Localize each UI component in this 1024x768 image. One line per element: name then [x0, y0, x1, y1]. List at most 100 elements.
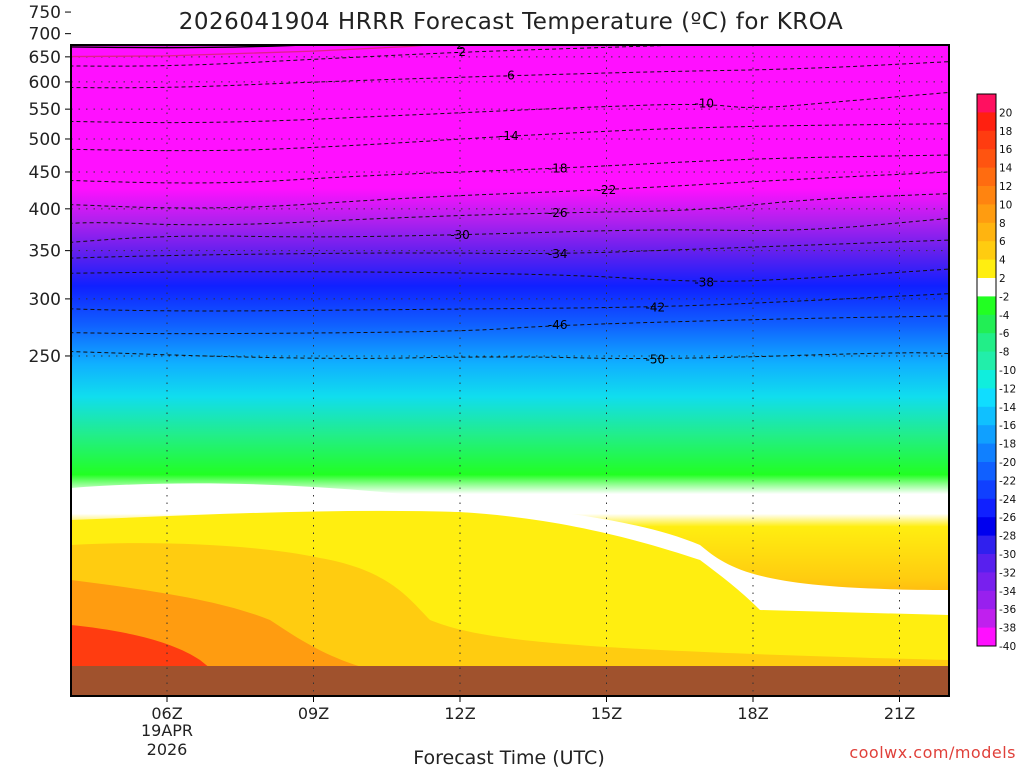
isotherm-line — [71, 239, 949, 259]
colorbar-label: 14 — [999, 163, 1013, 175]
colorbar-label: 6 — [999, 236, 1006, 248]
isotherm-label: -34 — [548, 247, 568, 261]
isotherm-line — [71, 154, 949, 184]
colorbar-label: -16 — [999, 420, 1016, 432]
isotherm-label: -2 — [454, 45, 466, 59]
colorbar-label: 10 — [999, 199, 1012, 211]
y-tick-label: 250 — [29, 347, 61, 367]
colorbar-label: -22 — [999, 475, 1016, 487]
x-axis-date-month: 19APR — [141, 721, 193, 740]
x-tick-label: 21Z — [884, 704, 915, 723]
colorbar-label: -36 — [999, 604, 1016, 616]
colorbar-swatch — [977, 351, 996, 371]
colorbar-label: -38 — [999, 623, 1016, 635]
colorbar-swatch — [977, 222, 996, 242]
y-tick-label: 700 — [29, 25, 61, 45]
chart-title: 2026041904 HRRR Forecast Temperature (ºC… — [179, 9, 843, 35]
isotherm-line — [71, 92, 949, 124]
colorbar-label: 8 — [999, 218, 1006, 230]
isotherm-label: -6 — [503, 69, 515, 83]
colorbar-swatch — [977, 572, 996, 592]
isotherm-line — [71, 45, 464, 49]
colorbar-label: -24 — [999, 494, 1016, 506]
colorbar-swatch — [977, 333, 996, 352]
white-layer — [71, 483, 949, 615]
colorbar-label: -30 — [999, 549, 1016, 561]
colorbar-label: -32 — [999, 567, 1016, 579]
colorbar-label: -18 — [999, 439, 1016, 451]
x-tick-label: 18Z — [737, 704, 768, 723]
colorbar-label: -12 — [999, 383, 1016, 395]
isotherm-line — [71, 351, 949, 359]
colorbar-swatch — [977, 259, 996, 279]
colorbar-swatch — [977, 370, 996, 389]
colorbar-swatch — [977, 388, 996, 408]
isotherm-label: -38 — [694, 276, 714, 290]
colorbar-swatch — [977, 314, 996, 334]
isotherm-line — [21, 0, 949, 2]
colorbar-swatch — [977, 425, 996, 444]
colorbar-label: 4 — [999, 255, 1006, 267]
colorbar-swatch — [977, 94, 996, 113]
colorbar-label: 16 — [999, 144, 1013, 156]
colorbar-label: -14 — [999, 402, 1016, 414]
y-axis: 2503003504004505005506006507007508008509… — [29, 0, 71, 367]
colorbar-swatch — [977, 167, 996, 187]
below-ground — [71, 666, 949, 696]
isotherm-label: 6 — [373, 0, 381, 3]
colorbar-swatch — [977, 186, 996, 205]
colorbar-swatch — [977, 535, 996, 555]
y-tick-label: 500 — [29, 130, 61, 150]
x-tick-label: 06Z — [151, 704, 182, 723]
colorbar-label: -40 — [999, 641, 1016, 653]
isotherm-line — [71, 293, 949, 312]
colorbar-swatch — [977, 443, 996, 463]
colorbar-label: -20 — [999, 457, 1016, 469]
colorbar-swatch — [977, 204, 996, 224]
isotherm-label: -46 — [548, 318, 568, 332]
freezing-line — [71, 45, 436, 58]
colorbar-label: -6 — [999, 328, 1010, 340]
x-tick-label: 12Z — [444, 704, 475, 723]
colorbar-frame — [976, 93, 997, 647]
colorbar-swatch — [977, 149, 996, 168]
isotherm-line — [71, 217, 949, 243]
colorbar-swatch — [977, 112, 996, 132]
isotherm-label-box — [363, 0, 391, 3]
plot-frame — [70, 44, 950, 697]
colorbar-swatch — [977, 554, 996, 573]
plot-area: -50-46-42-38-34-30-26-22-18-14-10-6-2226… — [21, 0, 949, 696]
colorbar-label: -28 — [999, 531, 1016, 543]
y-tick-label: 800 — [29, 0, 61, 3]
y-tick-label: 450 — [29, 163, 61, 183]
isotherm-label: -50 — [646, 353, 666, 367]
colorbar-label: -2 — [999, 291, 1009, 303]
x-tick-label: 15Z — [591, 704, 622, 723]
colorbar-swatch — [977, 130, 996, 150]
colorbar-swatch — [977, 406, 996, 426]
colorbar-swatch — [977, 498, 996, 518]
colorbar-label: -4 — [999, 310, 1010, 322]
y-tick-label: 650 — [29, 48, 61, 68]
colorbar-swatch — [977, 480, 996, 500]
y-tick-label: 550 — [29, 100, 61, 120]
isotherm-label: -18 — [548, 162, 568, 176]
colorbar-label: 2 — [999, 273, 1006, 285]
colorbar-label: -8 — [999, 347, 1009, 359]
y-tick-label: 350 — [29, 242, 61, 262]
x-axis: 06Z 09Z 12Z 15Z 18Z 21Z — [151, 696, 915, 723]
x-axis-label: Forecast Time (UTC) — [413, 747, 604, 768]
y-tick-label: 600 — [29, 73, 61, 93]
isotherm-label: -26 — [548, 206, 568, 220]
x-tick-label: 09Z — [298, 704, 329, 723]
isotherm-line — [71, 268, 949, 282]
y-tick-label: 400 — [29, 200, 61, 220]
isotherm-label: 2 — [456, 38, 464, 52]
isotherm-line — [71, 193, 949, 226]
colorbar-label: -10 — [999, 365, 1016, 377]
colorbar-label: 20 — [999, 107, 1012, 119]
colorbar-swatch — [977, 517, 996, 536]
colorbar-swatch — [977, 296, 996, 316]
x-axis-date-year: 2026 — [147, 740, 188, 759]
